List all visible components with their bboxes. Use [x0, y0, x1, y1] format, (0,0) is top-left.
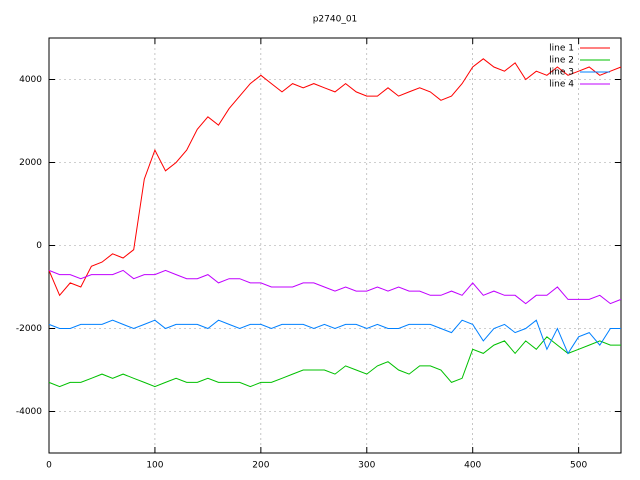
x-tick-label: 0: [46, 461, 52, 471]
chart-title: p2740_01: [313, 15, 358, 25]
data-line: [48, 319, 621, 355]
x-tick-label: 500: [570, 461, 587, 471]
legend-label: line 4: [549, 80, 574, 90]
y-tick-label: -2000: [16, 324, 42, 334]
x-tick-label: 400: [464, 461, 481, 471]
plot-border: [48, 37, 622, 454]
x-tick-label: 200: [252, 461, 269, 471]
y-tick-label: -4000: [16, 407, 42, 417]
x-tick-label: 300: [358, 461, 375, 471]
y-tick-label: 0: [36, 241, 42, 251]
y-tick-label: 4000: [19, 75, 42, 85]
data-line: [48, 336, 621, 388]
data-line: [48, 58, 622, 297]
legend-label: line 3: [549, 68, 574, 78]
legend-label: line 1: [549, 44, 574, 54]
legend-label: line 2: [549, 56, 574, 66]
y-tick-label: 2000: [19, 158, 42, 168]
x-tick-label: 100: [146, 461, 163, 471]
data-line: [48, 269, 622, 305]
